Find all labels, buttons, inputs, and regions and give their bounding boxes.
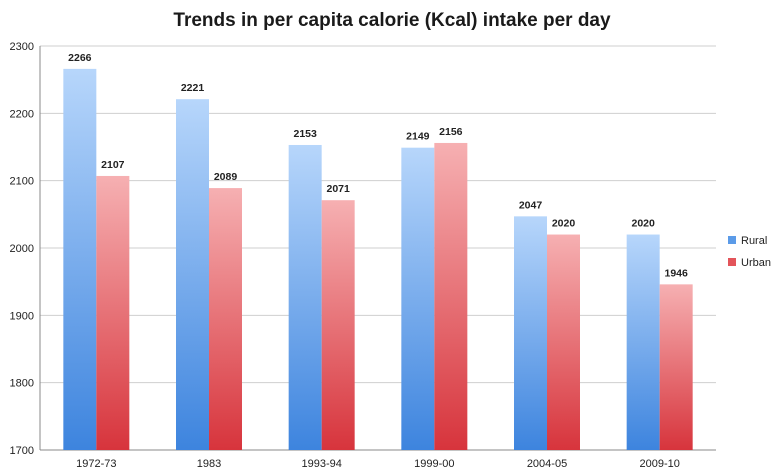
data-label: 1946 xyxy=(664,267,688,279)
bar-urban xyxy=(209,188,242,450)
chart-title: Trends in per capita calorie (Kcal) inta… xyxy=(173,10,611,31)
data-label: 2149 xyxy=(406,131,430,143)
data-label: 2047 xyxy=(519,199,543,211)
bar-rural xyxy=(63,68,97,450)
x-tick-label: 2009-10 xyxy=(639,458,679,470)
bar-urban xyxy=(96,175,130,450)
data-label: 2153 xyxy=(293,128,317,140)
bar-rural xyxy=(288,144,322,451)
y-tick-label: 2000 xyxy=(10,243,34,255)
bar-urban xyxy=(659,284,693,450)
legend-label-urban: Urban xyxy=(741,257,771,269)
legend-label-rural: Rural xyxy=(741,235,767,247)
data-labels: 2266 2107 2221 2089 2153 2071 2149 2156 2047 2020… xyxy=(68,52,688,279)
x-tick-label: 1983 xyxy=(197,458,221,470)
data-label: 2266 xyxy=(68,52,92,64)
data-label: 2221 xyxy=(181,82,205,94)
x-tick-label: 1993-94 xyxy=(301,458,341,470)
data-label: 2107 xyxy=(101,159,125,171)
data-label: 2156 xyxy=(439,126,463,138)
legend-swatch-rural xyxy=(728,236,736,244)
bar-urban xyxy=(321,200,355,450)
data-label: 2089 xyxy=(214,171,238,183)
x-tick-label: 1972-73 xyxy=(76,458,116,470)
data-label: 2071 xyxy=(326,183,350,195)
bar-rural xyxy=(401,147,435,450)
x-tick-label: 2004-05 xyxy=(527,458,567,470)
y-tick-label: 1900 xyxy=(10,310,34,322)
y-tick-label: 2100 xyxy=(10,176,34,188)
data-label: 2020 xyxy=(552,218,576,230)
bar-rural xyxy=(514,216,547,450)
y-axis-ticks: 1700 1800 1900 2000 2100 2200 2300 xyxy=(10,41,34,457)
bar-urban xyxy=(547,234,580,450)
bar-urban xyxy=(434,142,468,450)
y-tick-label: 1800 xyxy=(10,378,34,390)
bar-rural xyxy=(626,234,660,450)
y-tick-label: 2200 xyxy=(10,108,34,120)
bar-rural xyxy=(176,99,209,451)
gridlines xyxy=(39,45,716,451)
data-label: 2020 xyxy=(631,218,655,230)
legend-swatch-urban xyxy=(728,258,736,266)
x-axis-ticks: 1972-73 1983 1993-94 1999-00 2004-05 2009-10 xyxy=(76,458,680,470)
bars xyxy=(63,68,693,451)
legend: Rural Urban xyxy=(728,235,771,269)
y-tick-label: 1700 xyxy=(10,445,34,457)
y-tick-label: 2300 xyxy=(10,41,34,53)
x-tick-label: 1999-00 xyxy=(414,458,454,470)
